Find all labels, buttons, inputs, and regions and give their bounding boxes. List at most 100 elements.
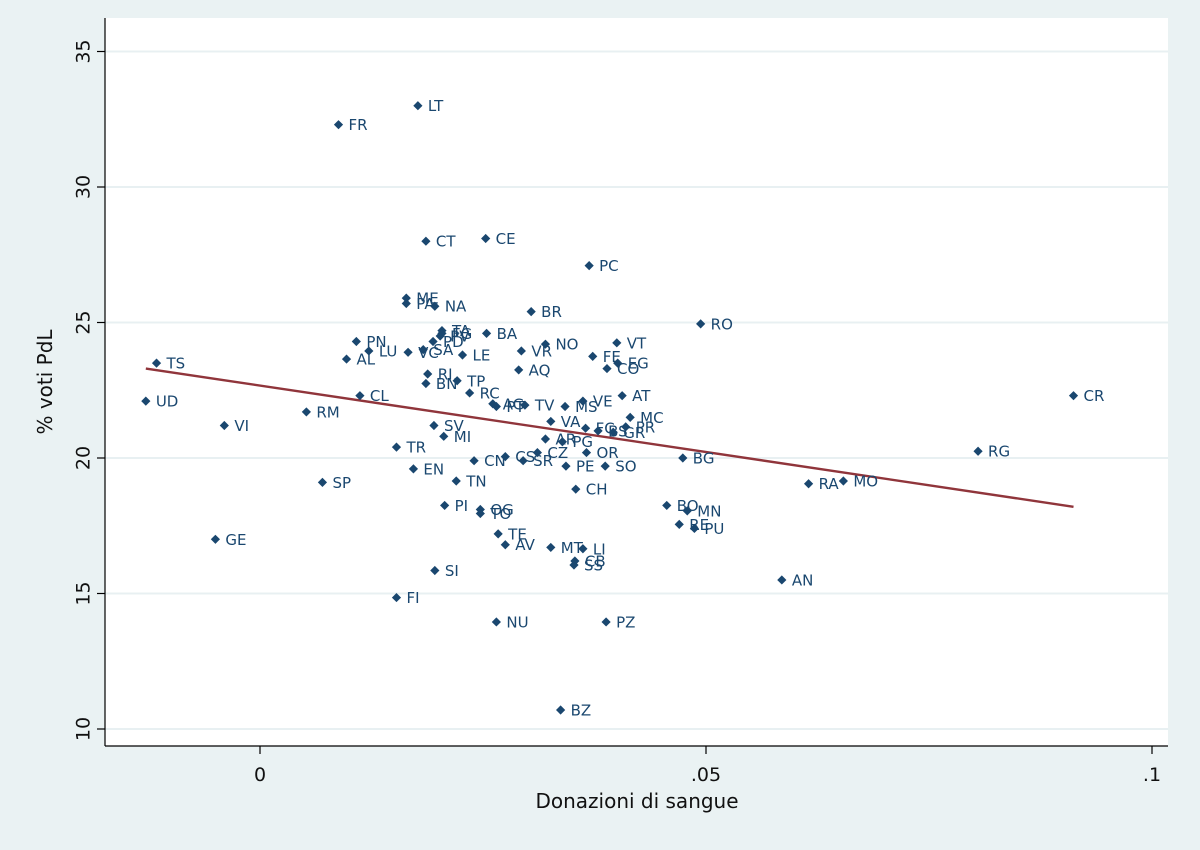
point-marker-co	[602, 363, 612, 374]
point-label-mi: MI	[454, 428, 471, 446]
point-marker-en	[408, 464, 419, 474]
point-label-cz: CZ	[547, 444, 568, 462]
plot-area	[105, 18, 1168, 746]
point-marker-le	[457, 350, 468, 360]
point-marker-pc	[584, 260, 594, 271]
point-marker-pd	[428, 336, 438, 347]
point-marker-mc	[625, 412, 635, 422]
point-label-en: EN	[423, 460, 444, 478]
point-marker-bn	[421, 378, 431, 389]
point-label-ve: VE	[593, 393, 613, 411]
point-marker-cb	[570, 556, 580, 566]
point-marker-pn	[351, 336, 361, 347]
point-label-an: AN	[792, 571, 813, 589]
point-label-co: CO	[617, 360, 639, 378]
point-label-pa: PA	[416, 295, 435, 313]
point-label-pv: PV	[450, 328, 470, 346]
point-label-ba: BA	[497, 325, 518, 343]
y-tick-label-25: 25	[73, 310, 95, 334]
point-label-og: OG	[490, 501, 513, 519]
point-label-eg: EG	[628, 355, 649, 373]
point-marker-li	[578, 544, 588, 554]
point-label-ta: TA	[451, 322, 471, 340]
point-marker-ro	[696, 319, 706, 329]
point-marker-br	[526, 307, 536, 317]
point-label-tn: TN	[465, 473, 486, 491]
point-label-cn: CN	[484, 452, 506, 470]
point-marker-sr	[518, 456, 528, 466]
point-marker-bo	[662, 500, 672, 511]
point-marker-ra	[803, 479, 814, 489]
point-marker-to	[475, 508, 485, 519]
point-label-sv: SV	[444, 417, 465, 435]
point-label-cl: CL	[370, 387, 389, 405]
point-marker-va	[546, 416, 556, 427]
point-label-me: ME	[416, 290, 438, 308]
point-marker-mt	[546, 542, 556, 553]
point-label-na: NA	[445, 298, 467, 316]
point-marker-no	[540, 339, 551, 349]
point-label-mn: MN	[697, 502, 721, 520]
x-tick-label-0: 0	[254, 764, 266, 786]
point-label-pc: PC	[599, 257, 619, 275]
point-label-bo: BO	[677, 497, 699, 515]
point-marker-bz	[556, 705, 566, 715]
point-label-ud: UD	[156, 393, 179, 411]
point-marker-ch	[571, 484, 581, 494]
point-label-bz: BZ	[571, 702, 592, 720]
point-label-al: AL	[357, 351, 376, 369]
point-marker-pg	[557, 437, 567, 447]
point-marker-ag	[488, 399, 498, 409]
point-label-pu: PU	[704, 520, 724, 538]
point-marker-ba	[481, 328, 492, 338]
point-marker-na	[430, 301, 440, 311]
point-marker-pv	[435, 331, 445, 341]
point-marker-re	[674, 519, 684, 529]
point-marker-lt	[413, 101, 423, 111]
point-label-vr: VR	[531, 342, 552, 360]
point-label-ge: GE	[225, 531, 246, 549]
point-label-ri: RI	[438, 365, 453, 383]
point-label-pi: PI	[455, 497, 468, 515]
point-marker-pr	[621, 422, 631, 432]
point-label-so: SO	[615, 458, 636, 476]
point-marker-av	[500, 540, 510, 550]
point-marker-nu	[491, 617, 501, 627]
point-marker-ud	[141, 396, 151, 406]
point-marker-lu	[364, 346, 374, 356]
point-marker-mi	[439, 431, 449, 441]
point-marker-cz	[532, 447, 543, 458]
point-marker-tp	[452, 376, 462, 386]
point-label-ts: TS	[166, 355, 186, 373]
point-label-sr: SR	[533, 452, 553, 470]
point-label-pg: PG	[572, 433, 593, 451]
y-tick-label-30: 30	[73, 175, 95, 199]
point-marker-tn	[451, 476, 461, 486]
point-marker-at	[617, 391, 627, 401]
point-label-av: AV	[515, 536, 535, 554]
y-tick-label-15: 15	[73, 581, 95, 605]
point-marker-pt	[491, 401, 501, 412]
x-axis-title: Donazioni di sangue	[535, 789, 738, 813]
point-label-nu: NU	[506, 613, 528, 631]
point-marker-pi	[440, 500, 450, 511]
point-label-si: SI	[445, 562, 459, 580]
point-label-lt: LT	[428, 97, 444, 115]
point-label-gr: GR	[623, 424, 645, 442]
point-label-rg: RG	[988, 443, 1010, 461]
point-label-cr: CR	[1084, 387, 1105, 405]
point-label-tv: TV	[534, 397, 555, 415]
point-label-ch: CH	[586, 481, 608, 499]
point-label-sa: SA	[433, 341, 454, 359]
point-marker-cr	[1068, 391, 1079, 401]
x-tick-label-2: .1	[1143, 764, 1161, 786]
point-marker-si	[430, 565, 440, 576]
point-label-ce: CE	[496, 230, 516, 248]
gridlines	[105, 50, 1168, 730]
point-label-ra: RA	[819, 475, 840, 493]
point-label-ag: AG	[503, 395, 525, 413]
point-label-sp: SP	[332, 474, 351, 492]
point-label-aq: AQ	[529, 361, 551, 379]
point-marker-pa	[401, 298, 411, 309]
point-label-pt: PT	[506, 398, 525, 416]
